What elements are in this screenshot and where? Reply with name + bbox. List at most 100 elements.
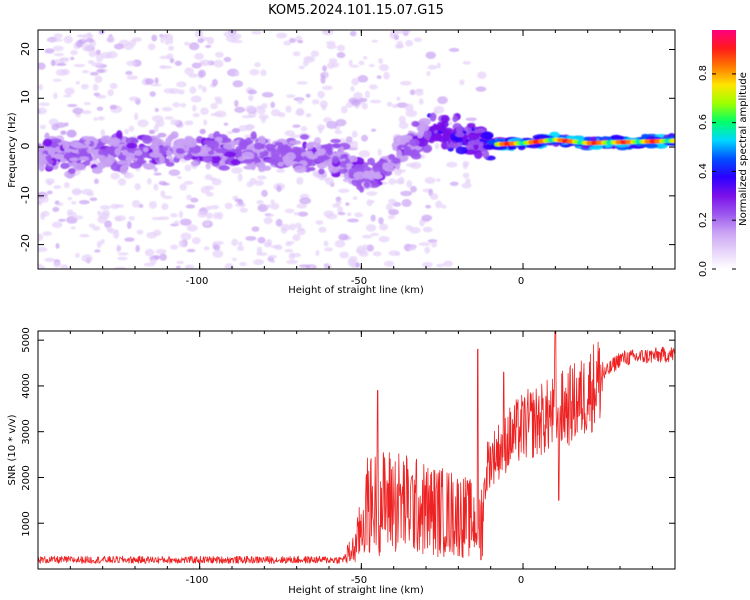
noise-blob: [443, 260, 454, 267]
ridge-blob: [231, 128, 241, 134]
noise-blob: [431, 240, 438, 248]
noise-blob: [231, 167, 243, 174]
noise-blob: [109, 104, 118, 110]
ridge-blob: [331, 155, 340, 164]
ridge-blob: [419, 122, 430, 132]
noise-blob: [462, 172, 470, 179]
noise-blob: [361, 102, 368, 110]
noise-blob: [161, 203, 169, 211]
noise-blob: [275, 218, 283, 227]
noise-blob: [276, 184, 282, 193]
noise-blob: [421, 214, 433, 222]
noise-blob: [213, 59, 224, 68]
ridge-blob: [96, 142, 103, 148]
noise-blob: [106, 36, 115, 43]
noise-blob: [348, 59, 353, 67]
noise-blob: [284, 249, 294, 253]
ridge-blob: [244, 158, 254, 164]
noise-blob: [437, 96, 448, 105]
ridge-blob: [517, 144, 526, 151]
noise-blob: [87, 59, 95, 65]
noise-blob: [288, 252, 296, 260]
noise-blob: [147, 43, 156, 51]
noise-blob: [153, 183, 159, 191]
noise-blob: [186, 224, 198, 232]
noise-blob: [336, 44, 346, 52]
noise-blob: [209, 177, 217, 181]
noise-blob: [410, 185, 417, 193]
noise-blob: [126, 75, 138, 80]
ridge-blob: [480, 131, 494, 140]
noise-blob: [245, 105, 257, 113]
noise-blob: [75, 80, 80, 85]
noise-blob: [40, 213, 46, 217]
noise-blob: [42, 231, 52, 236]
noise-blob: [53, 185, 62, 190]
noise-blob: [52, 78, 62, 82]
noise-blob: [289, 134, 302, 138]
ridge-blob: [318, 148, 327, 156]
noise-blob: [160, 182, 170, 186]
noise-blob: [184, 264, 195, 269]
noise-blob: [402, 30, 411, 34]
noise-blob: [203, 246, 210, 251]
noise-blob: [96, 69, 106, 73]
ridge-blob: [372, 166, 382, 174]
snr-ytick-label: 5000: [21, 327, 32, 352]
ridge-blob: [148, 129, 155, 135]
noise-blob: [114, 266, 127, 269]
ridge-blob: [43, 146, 55, 152]
snr-xtick-label: 0: [518, 575, 524, 586]
noise-blob: [237, 245, 245, 252]
noise-blob: [79, 233, 90, 238]
noise-blob: [224, 263, 234, 269]
noise-blob: [241, 115, 253, 119]
noise-blob: [283, 40, 292, 46]
noise-blob: [328, 58, 338, 63]
noise-blob: [167, 155, 174, 159]
ridge-blob: [135, 159, 147, 164]
noise-blob: [462, 160, 470, 167]
noise-blob: [347, 218, 359, 223]
noise-blob: [318, 226, 327, 233]
noise-blob: [232, 80, 244, 88]
noise-blob: [239, 207, 249, 213]
noise-blob: [435, 200, 443, 209]
noise-blob: [320, 75, 326, 84]
ridge-blob: [143, 163, 156, 170]
colorbar-tick-label: 0.0: [698, 261, 709, 277]
noise-blob: [358, 60, 365, 66]
ridge-blob: [60, 162, 70, 170]
ridge-blob: [454, 136, 463, 143]
noise-blob: [415, 88, 424, 93]
noise-blob: [109, 82, 118, 90]
noise-blob: [155, 248, 167, 255]
ridge-blob: [115, 130, 123, 140]
noise-blob: [388, 250, 400, 256]
noise-blob: [234, 106, 246, 113]
noise-blob: [67, 211, 77, 217]
ridge-blob: [576, 135, 585, 142]
noise-blob: [53, 261, 62, 268]
ridge-blob: [141, 135, 153, 144]
ridge-blob: [175, 148, 185, 155]
noise-blob: [378, 64, 389, 72]
noise-blob: [97, 215, 107, 224]
noise-blob: [98, 30, 105, 35]
ridge-blob: [67, 168, 76, 175]
noise-blob: [124, 237, 135, 242]
ridge-blob: [199, 146, 212, 153]
noise-blob: [71, 200, 77, 205]
noise-blob: [351, 130, 358, 138]
noise-blob: [351, 140, 359, 149]
noise-blob: [326, 120, 338, 129]
noise-blob: [321, 85, 333, 91]
noise-blob: [214, 110, 227, 118]
ridge-blob: [285, 152, 296, 161]
noise-blob: [395, 178, 404, 185]
noise-blob: [153, 124, 159, 133]
noise-blob: [134, 183, 141, 191]
noise-blob: [399, 80, 412, 86]
noise-blob: [211, 78, 218, 87]
noise-blob: [364, 90, 370, 99]
